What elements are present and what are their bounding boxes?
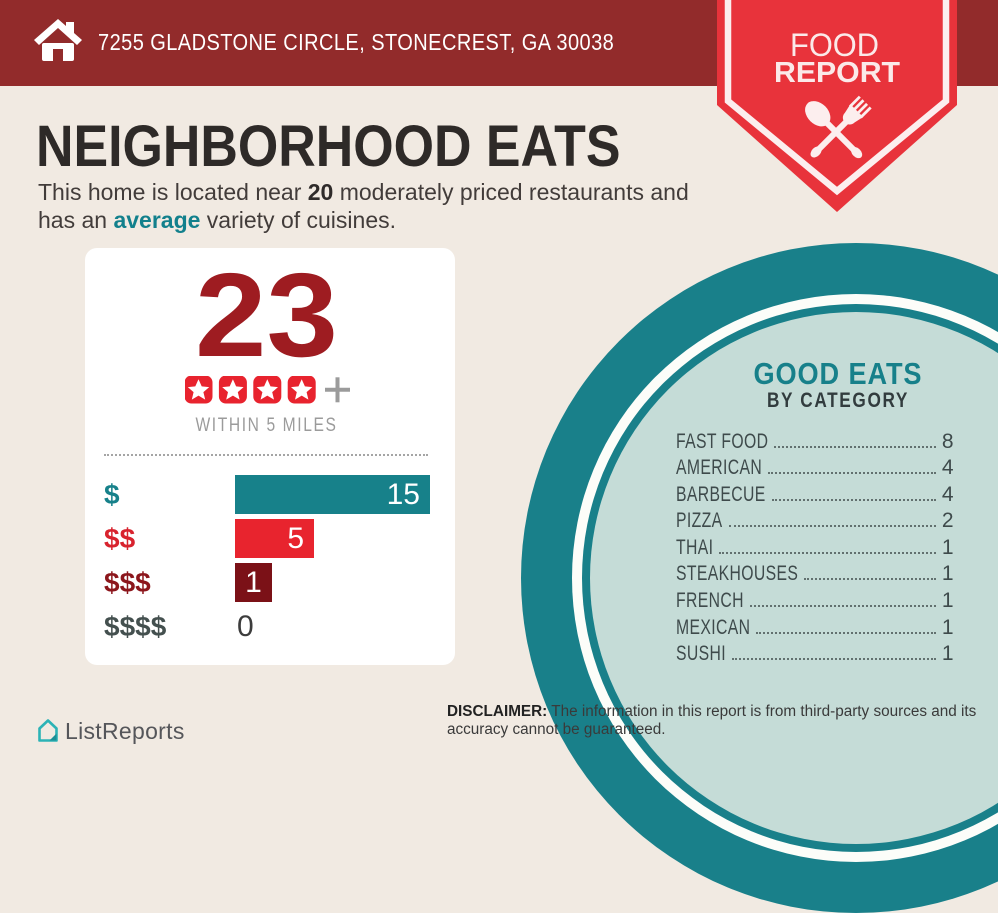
svg-text:REPORT: REPORT xyxy=(774,57,900,89)
svg-text:FOOD: FOOD xyxy=(790,27,879,63)
